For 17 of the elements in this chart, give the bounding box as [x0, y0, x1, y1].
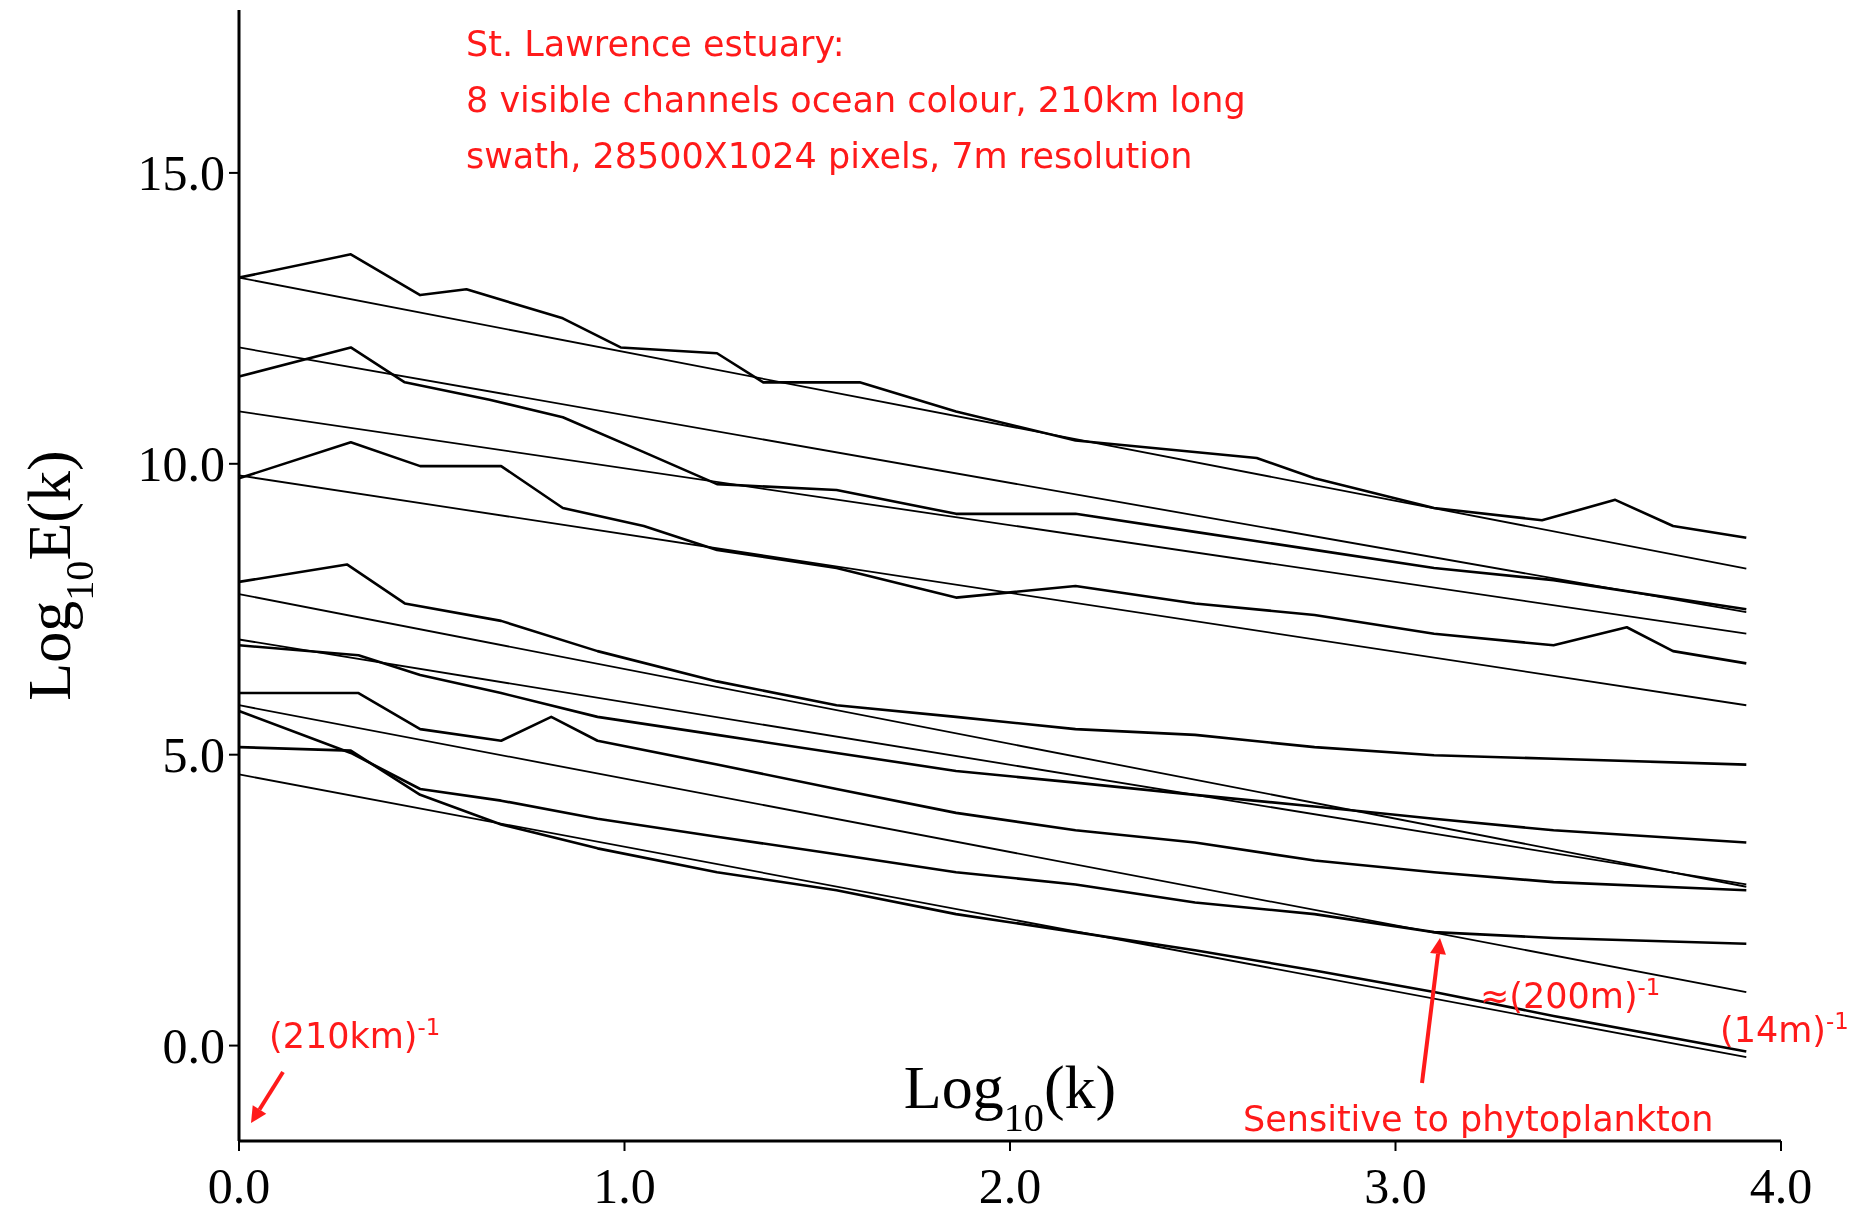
x-tick-label: 3.0 [1364, 1158, 1427, 1214]
annotation: St. Lawrence estuary: [466, 24, 845, 64]
y-tick-label: 10.0 [137, 436, 225, 493]
y-tick-label: 15.0 [137, 145, 225, 202]
annotation: ≈(200m)$^{-1}$ [1480, 974, 1661, 1016]
annotation: 8 visible channels ocean colour, 210km long [466, 80, 1246, 120]
y-tick-label: 0.0 [162, 1018, 225, 1075]
x-tick-label: 4.0 [1749, 1158, 1813, 1214]
x-tick-label: 0.0 [207, 1158, 271, 1214]
annotation: (210km)$^{-1}$ [269, 1014, 441, 1056]
annotation: swath, 28500X1024 pixels, 7m resolution [466, 136, 1193, 176]
x-tick-label: 1.0 [593, 1158, 656, 1214]
x-axis-title: Log$_{10}$(k) [903, 1053, 1117, 1140]
annotation: Sensitive to phytoplankton [1243, 1099, 1714, 1139]
x-tick-label: 2.0 [978, 1158, 1042, 1214]
y-tick-label: 5.0 [162, 727, 225, 784]
annotation: (14m)$^{-1}$ [1720, 1008, 1849, 1050]
